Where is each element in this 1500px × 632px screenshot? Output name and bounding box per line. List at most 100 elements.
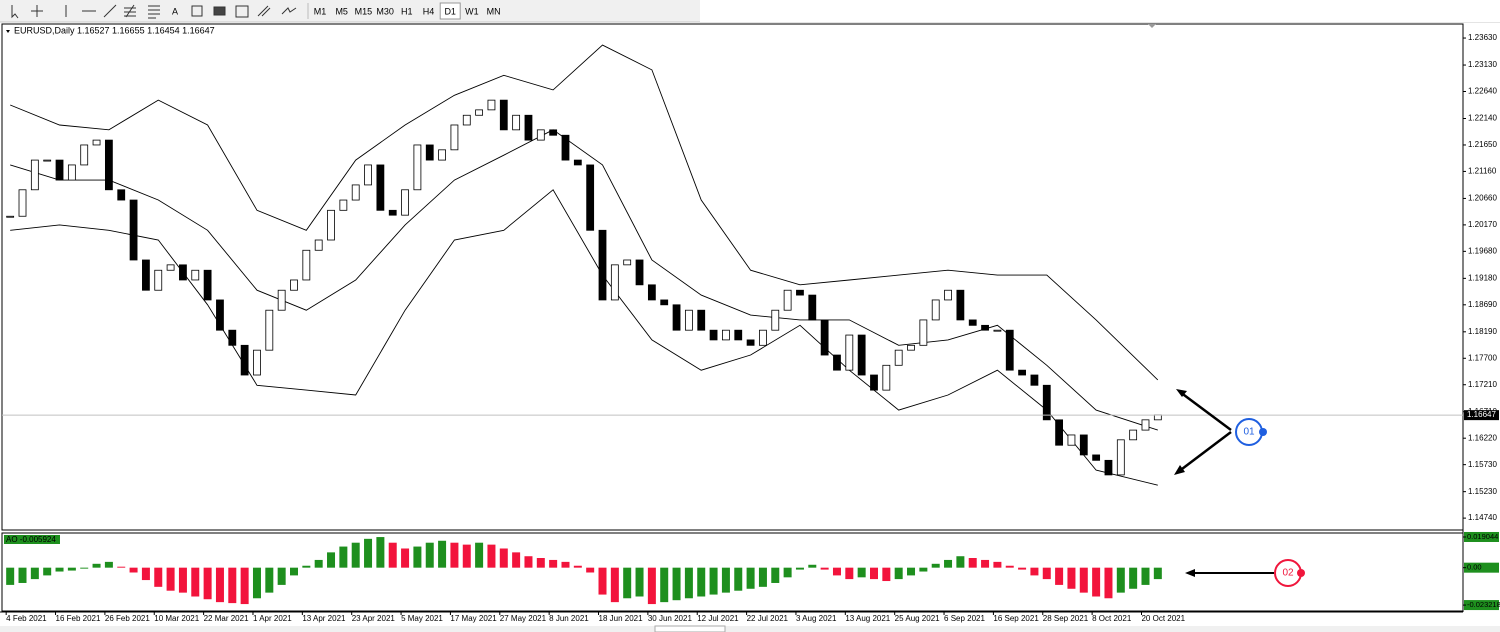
candle — [1030, 374, 1039, 386]
trendline-tool[interactable] — [103, 4, 117, 18]
histogram-bar — [55, 567, 64, 572]
candle — [1055, 419, 1064, 446]
timeframe-button[interactable]: D1 — [444, 6, 456, 16]
candle — [450, 124, 459, 151]
histogram-bar — [413, 546, 422, 568]
timeframe-button[interactable]: M30 — [376, 6, 394, 16]
candle — [499, 99, 508, 131]
candle — [487, 99, 496, 111]
x-tick-label: 27 May 2021 — [500, 614, 547, 623]
x-tick-label: 18 Jun 2021 — [599, 614, 644, 623]
y-tick-label: 1.15230 — [1468, 487, 1497, 496]
candle — [1129, 429, 1138, 441]
candle — [129, 199, 138, 261]
panel-menu-arrow[interactable] — [6, 30, 10, 33]
y-tick-bg — [1464, 531, 1499, 542]
histogram-bar — [18, 567, 27, 583]
histogram-bar — [1067, 567, 1076, 589]
histogram-bar — [6, 567, 15, 585]
y-tick-label: 1.19180 — [1468, 273, 1497, 282]
candle — [771, 309, 780, 331]
candle — [573, 159, 582, 166]
cursor-tool[interactable] — [11, 5, 19, 19]
x-tick-label: 10 Mar 2021 — [154, 614, 199, 623]
y-tick-label: 1.21160 — [1468, 167, 1497, 176]
fibo-tool[interactable] — [148, 5, 160, 19]
time-axis: 4 Feb 2021 16 Feb 2021 26 Feb 2021 10 Mar 2… — [5, 612, 1186, 623]
histogram-bar — [746, 567, 755, 589]
current-price-label: 1.16647 — [1467, 410, 1496, 419]
histogram-bar — [228, 567, 237, 604]
histogram-bar — [993, 561, 1002, 568]
badge-dot — [1297, 569, 1305, 577]
candle — [104, 139, 113, 191]
histogram-bar — [870, 567, 878, 580]
y-tick-label: 1.23630 — [1468, 33, 1497, 42]
arrow-head — [1176, 389, 1187, 397]
x-tick-label: 26 Feb 2021 — [105, 614, 150, 623]
histogram-bar — [647, 567, 656, 605]
candle — [870, 374, 878, 391]
timeframe-button[interactable]: M5 — [335, 6, 348, 16]
histogram-bar — [635, 567, 644, 597]
channel-tool[interactable] — [124, 4, 136, 18]
label-tool[interactable] — [191, 5, 203, 17]
pitch-tool[interactable] — [257, 5, 271, 17]
candle — [462, 114, 471, 126]
candle — [598, 229, 607, 301]
candle — [339, 199, 348, 211]
histogram-bar — [1018, 567, 1027, 570]
histogram-bar — [820, 567, 829, 570]
y-tick-bg — [1464, 600, 1499, 611]
histogram-bar — [1005, 565, 1014, 568]
histogram-bar — [1141, 567, 1150, 585]
candle — [759, 329, 767, 346]
x-tick-label: 13 Apr 2021 — [302, 614, 346, 623]
histogram-bar — [462, 544, 471, 568]
candle — [314, 239, 323, 251]
candle — [6, 215, 15, 218]
y-tick-label: 1.20660 — [1468, 194, 1497, 203]
histogram-bar — [487, 544, 496, 568]
candle — [783, 289, 792, 311]
candle — [191, 269, 200, 281]
histogram-bar — [425, 542, 434, 568]
shape-tool[interactable] — [213, 6, 226, 16]
histogram-bar — [191, 567, 200, 597]
histogram-bar — [43, 567, 52, 576]
rect-tool[interactable] — [235, 5, 249, 18]
timeframe-button[interactable]: M1 — [314, 6, 327, 16]
histogram-bar — [684, 567, 693, 599]
active-tab[interactable] — [654, 625, 726, 632]
candle — [413, 144, 422, 191]
candle — [647, 284, 656, 301]
arrow-head — [1185, 569, 1195, 577]
candle — [80, 144, 89, 166]
arrow-tool[interactable] — [281, 7, 297, 15]
timeframe-button[interactable]: W1 — [465, 6, 479, 16]
histogram-bar — [832, 567, 841, 576]
histogram-bar — [277, 567, 286, 585]
timeframe-button[interactable]: H4 — [423, 6, 435, 16]
histogram-bar — [178, 567, 187, 593]
candle — [1116, 439, 1125, 476]
crosshair-tool[interactable] — [31, 5, 43, 17]
toolbar-icons: A — [11, 4, 297, 19]
x-tick-label: 22 Jul 2021 — [747, 614, 789, 623]
timeframe-button[interactable]: M15 — [355, 6, 373, 16]
candle — [512, 114, 521, 131]
candle — [820, 319, 829, 356]
histogram-bar — [129, 567, 138, 573]
candle — [240, 344, 249, 376]
timeframe-button[interactable]: MN — [487, 6, 501, 16]
histogram-bar — [561, 561, 570, 568]
histogram-bar — [104, 561, 113, 568]
oscillator-layer: 0.019044 0.00 -0.023218 — [6, 531, 1500, 611]
y-tick-label: 1.22640 — [1468, 87, 1497, 96]
text-tool-icon[interactable]: A — [172, 6, 178, 16]
timeframe-button[interactable]: H1 — [401, 6, 413, 16]
candle — [376, 164, 385, 211]
candle — [882, 364, 891, 391]
candle — [833, 354, 841, 371]
